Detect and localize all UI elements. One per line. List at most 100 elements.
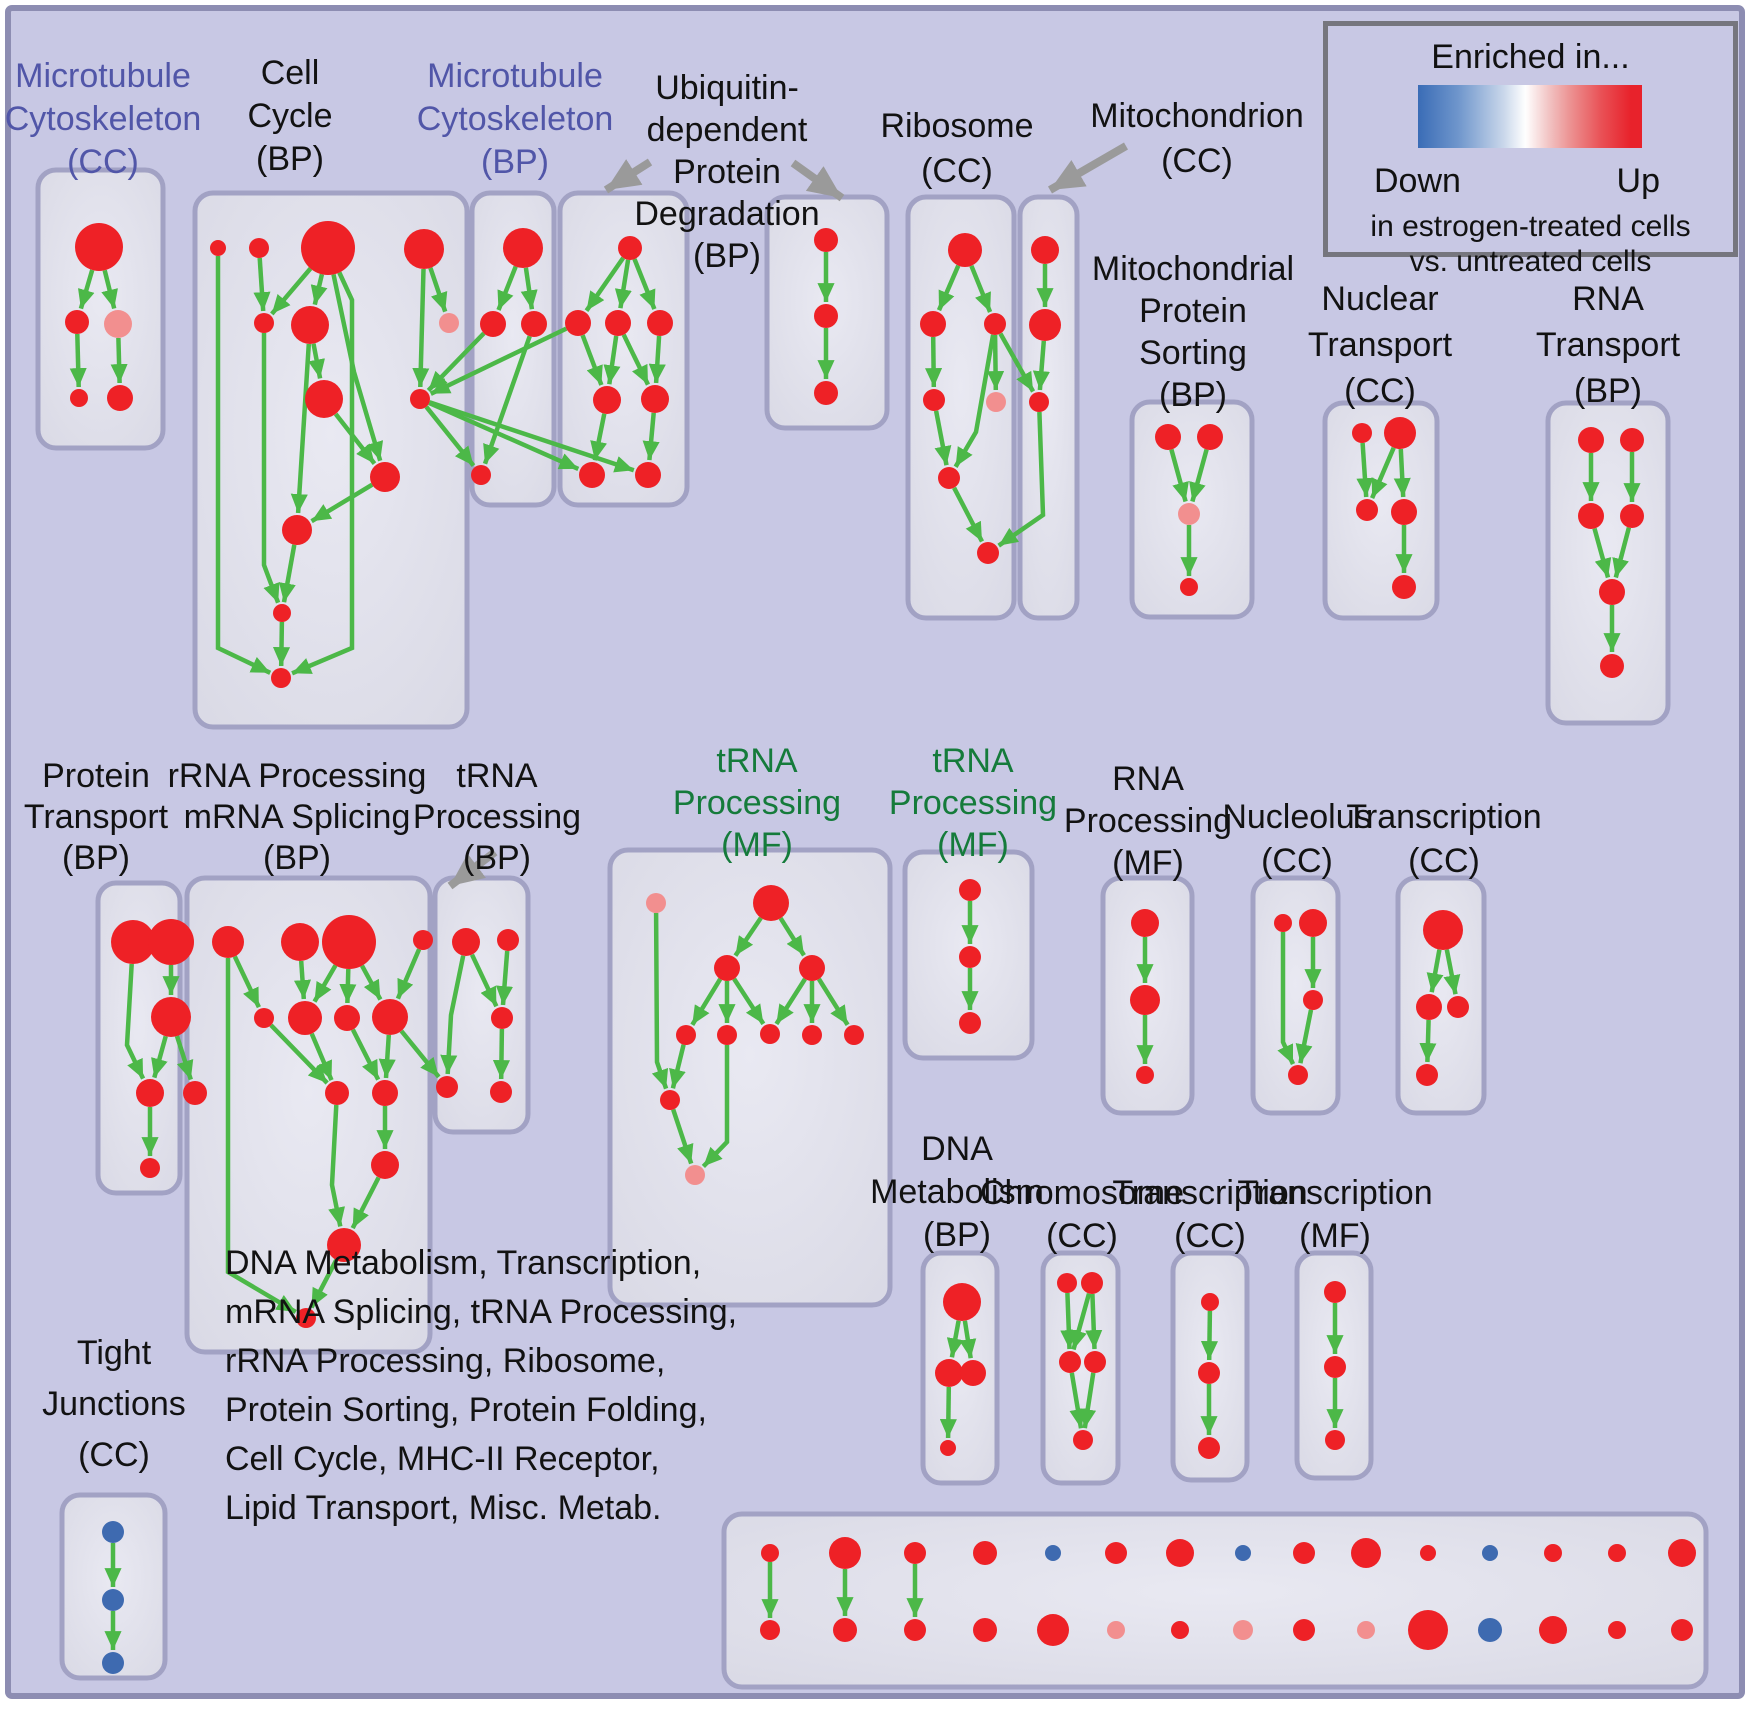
edge-cc2-cc12 bbox=[291, 271, 355, 676]
gene-node-pt2 bbox=[151, 997, 191, 1037]
gene-node-rr6 bbox=[334, 1005, 360, 1031]
gene-node-tj2 bbox=[102, 1652, 124, 1674]
gene-node-rp0 bbox=[1131, 909, 1159, 937]
edge-cc3-cc6 bbox=[428, 267, 448, 313]
gene-node-mbt6 bbox=[1105, 1542, 1127, 1564]
edge-cc0-cc12 bbox=[215, 256, 272, 675]
gene-node-ch0 bbox=[1057, 1273, 1077, 1293]
cluster-label-rna-processing-mf-line1: RNA bbox=[1112, 760, 1184, 798]
cluster-label-mito-protein-sorting-line3: Sorting bbox=[1139, 334, 1247, 372]
edge-ubt-ubm2 bbox=[632, 258, 657, 310]
gene-node-t42 bbox=[1325, 1430, 1345, 1450]
edge-tm9-tm10 bbox=[671, 1108, 694, 1165]
gene-node-ts2 bbox=[959, 1012, 981, 1034]
gene-node-n1 bbox=[1384, 417, 1416, 449]
cluster-label-tight-junctions-line3: (CC) bbox=[78, 1436, 150, 1474]
gene-node-t30 bbox=[1201, 1293, 1219, 1311]
edge-tm1-tm2 bbox=[733, 916, 763, 957]
gene-node-tc2 bbox=[1447, 996, 1469, 1018]
gene-node-mc2 bbox=[104, 310, 132, 338]
gene-node-ubm1 bbox=[605, 310, 631, 336]
cluster-label-trna-mf-large-line2: Processing bbox=[673, 784, 841, 822]
label-arrow-mitochondrion bbox=[1047, 142, 1129, 194]
gene-node-mbb7 bbox=[1171, 1621, 1189, 1639]
gene-node-ch2 bbox=[1059, 1351, 1081, 1373]
gene-node-tm0 bbox=[646, 893, 666, 913]
gene-node-r3 bbox=[923, 389, 945, 411]
gene-node-mbb2 bbox=[833, 1618, 857, 1642]
edge-tc0-tc1 bbox=[1426, 949, 1444, 993]
edge-ubl0-ubb0 bbox=[590, 413, 608, 461]
cluster-label-transcription-mf-line2: (MF) bbox=[1299, 1217, 1371, 1255]
cluster-label-rna-transport-line1: RNA bbox=[1572, 280, 1644, 318]
gene-node-rr10 bbox=[371, 1151, 399, 1179]
gene-node-mbt8 bbox=[1235, 1545, 1251, 1561]
edge-ch1-ch2 bbox=[1070, 1292, 1092, 1351]
cluster-label-mitochondrion-cc-line2: (CC) bbox=[1161, 142, 1233, 180]
edge-ubt-ubm0 bbox=[584, 256, 626, 312]
gene-node-q0 bbox=[1578, 427, 1604, 453]
gene-node-pt3 bbox=[136, 1079, 164, 1107]
edge-r2-mt2 bbox=[998, 332, 1036, 393]
label-arrow-trna-bp bbox=[447, 848, 498, 890]
gene-node-mbb5 bbox=[1037, 1614, 1069, 1646]
gene-node-tm7 bbox=[802, 1025, 822, 1045]
gene-node-pt5 bbox=[140, 1158, 160, 1178]
gene-node-mbt1 bbox=[761, 1544, 779, 1562]
cluster-label-transcription-cc-3-line2: (CC) bbox=[1174, 1217, 1246, 1255]
edge-rr5-rr8 bbox=[309, 1032, 334, 1081]
gene-node-dm0 bbox=[943, 1283, 981, 1321]
gene-node-rr11 bbox=[327, 1228, 361, 1262]
gene-node-ubl1 bbox=[641, 385, 669, 413]
gene-node-cc10 bbox=[282, 515, 312, 545]
gene-node-t32 bbox=[1198, 1437, 1220, 1459]
cluster-label-trna-mf-small-line3: (MF) bbox=[937, 826, 1009, 864]
gene-node-rp1 bbox=[1130, 985, 1160, 1015]
cluster-label-cell-cycle-bp-line2: Cycle bbox=[247, 97, 332, 135]
cluster-box-ubiquitin-bp-1 bbox=[557, 190, 690, 508]
cluster-label-mito-protein-sorting-line2: Protein bbox=[1139, 292, 1247, 330]
edge-rr8-rr11 bbox=[328, 1104, 345, 1227]
gene-node-p0 bbox=[1155, 424, 1181, 450]
gene-node-tm5 bbox=[717, 1025, 737, 1045]
gene-node-r1 bbox=[920, 311, 946, 337]
gene-node-rr2 bbox=[322, 915, 376, 969]
cluster-label-trna-bp-line1: tRNA bbox=[456, 757, 538, 795]
gene-node-mbt5 bbox=[1045, 1545, 1061, 1561]
gene-node-pt0 bbox=[111, 920, 155, 964]
cluster-label-trna-mf-large-line3: (MF) bbox=[721, 826, 793, 864]
cluster-label-dna-metabolism-line2: Metabolism bbox=[870, 1173, 1044, 1211]
cluster-box-microtubule-bp bbox=[469, 190, 557, 508]
edge-tm3-tm6 bbox=[774, 977, 807, 1026]
cluster-label-nucleolus-cc-line1: Nucleolus bbox=[1222, 798, 1371, 836]
gene-node-ubb0 bbox=[579, 462, 605, 488]
edge-rr2-rr5 bbox=[312, 964, 338, 1003]
edge-ubm0-cc8 bbox=[429, 326, 568, 396]
gene-node-dm3 bbox=[940, 1440, 956, 1456]
edge-mt1-mt2 bbox=[1032, 340, 1050, 391]
edge-q2-q4 bbox=[1592, 527, 1612, 579]
edge-tm4-tm9 bbox=[669, 1044, 686, 1089]
edge-rr3-rr7 bbox=[395, 948, 422, 1000]
gene-node-mb0 bbox=[503, 228, 543, 268]
gene-node-p3 bbox=[1180, 578, 1198, 596]
edge-mc0-mc1 bbox=[78, 269, 95, 310]
cluster-label-misc-list-line3: rRNA Processing, Ribosome, bbox=[225, 1342, 665, 1380]
cluster-label-rrna-mrna-line2: mRNA Splicing bbox=[184, 798, 411, 836]
edge-r5-r6 bbox=[952, 486, 984, 543]
edge-r1-r3 bbox=[925, 336, 943, 388]
gene-node-n0 bbox=[1352, 423, 1372, 443]
gene-node-ubt bbox=[618, 236, 642, 260]
cluster-label-transcription-cc-2-line2: (CC) bbox=[1408, 842, 1480, 880]
gene-node-cc5 bbox=[291, 306, 329, 344]
edge-rr0-rr12 bbox=[225, 958, 297, 1314]
cluster-label-trna-mf-large-line1: tRNA bbox=[716, 742, 798, 780]
cluster-label-protein-transport-line1: Protein bbox=[42, 757, 150, 795]
edge-dm1-dm3 bbox=[939, 1386, 957, 1439]
edge-ubm0-ubl0 bbox=[580, 334, 604, 386]
edge-r0-r2 bbox=[969, 264, 993, 313]
edge-tm3-tm8 bbox=[816, 977, 850, 1026]
legend-gradient-bar bbox=[1418, 85, 1642, 148]
cluster-box-nucleolus-cc bbox=[1250, 875, 1341, 1116]
gene-node-tb3 bbox=[436, 1076, 458, 1098]
